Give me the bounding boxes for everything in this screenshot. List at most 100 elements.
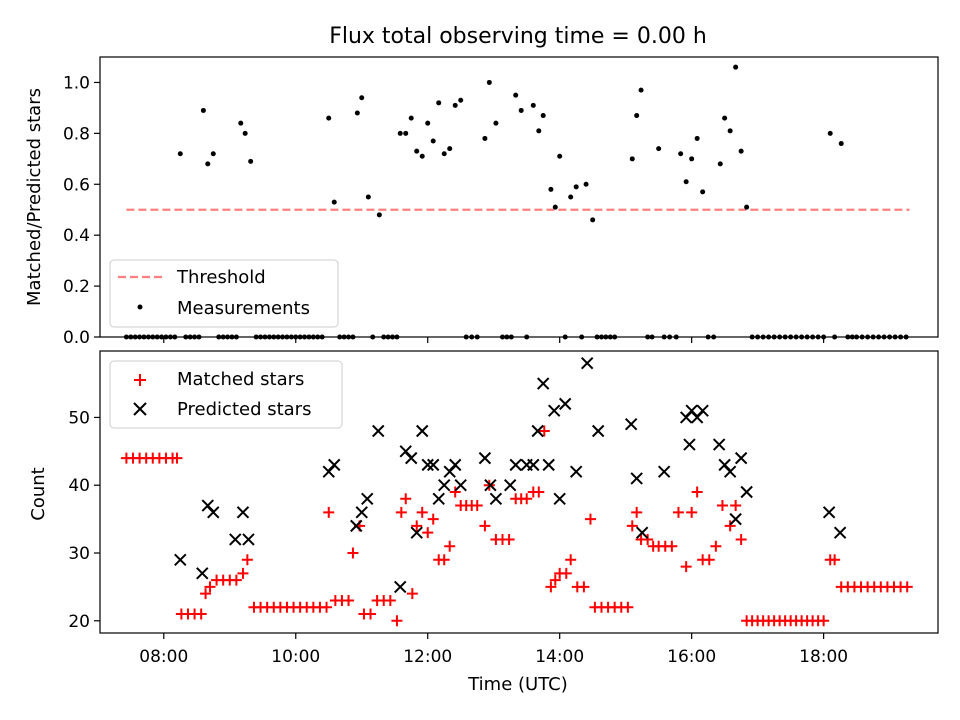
predicted-stars-point [242,533,255,546]
matched-stars-point [533,486,545,498]
bottom-xtick-label: 08:00 [139,647,188,667]
measurement-point [638,87,644,93]
matched-stars-point [549,574,561,586]
measurement-point [436,100,442,106]
top-ytick-label: 0.4 [63,226,90,246]
measurement-point [242,130,248,136]
measurement-point [248,158,254,164]
matched-stars-point [818,615,830,627]
predicted-stars-point [405,451,418,465]
matched-stars-point [400,493,412,505]
predicted-stars-point [683,438,696,451]
top-legend: Threshold Measurements [109,259,339,328]
measurement-point [733,64,739,70]
measurement-point [590,217,596,223]
predicted-stars-point [432,492,445,505]
predicted-stars-point [547,404,561,417]
measurement-point [552,204,558,210]
matched-stars-point [347,547,359,559]
matched-stars-point [631,506,643,518]
measurement-point [540,113,546,119]
matched-stars-point [438,554,450,566]
measurement-point [700,189,706,195]
bottom-legend-box [109,360,343,429]
matched-stars-point [343,594,355,606]
bottom-legend: Matched stars Predicted stars [109,360,343,429]
measurement-point [518,107,524,113]
predicted-stars-point [236,506,250,519]
legend-predicted-label: Predicted stars [177,399,311,420]
top-panel: 0.0 0.2 0.4 0.6 0.8 1.0 Matched/Predicted sta… [24,56,939,348]
matched-stars-point [416,506,428,518]
predicted-stars-point [624,418,638,431]
top-ytick-label: 0.8 [63,124,90,144]
matched-stars-point [195,608,207,620]
bottom-ytick-label: 20 [68,612,90,632]
predicted-stars-point [416,424,429,438]
measurement-point [694,135,700,141]
measurement-point [557,153,563,159]
measurement-point [727,128,733,134]
measurement-point [548,186,554,192]
measurement-point [205,161,211,167]
measurement-point [573,184,579,190]
measurement-point [331,199,337,205]
predicted-stars-point [372,424,385,438]
matched-stars-point [735,533,747,545]
matched-stars-point [241,554,253,566]
matched-stars-point [449,486,461,498]
predicted-stars-point [822,506,836,519]
matched-stars-point [230,574,242,586]
predicted-stars-point [196,567,209,580]
matched-stars-point [672,506,684,518]
measurement-point [354,110,360,116]
figure-title: Flux total observing time = 0.00 h [329,24,707,49]
predicted-stars-point [542,458,555,472]
top-ylabel: Matched/Predicted stars [24,88,45,306]
predicted-stars-point [696,404,709,417]
matched-stars-point [724,520,736,532]
matched-stars-point [901,581,913,593]
measurement-point [441,151,447,157]
legend-measurements-label: Measurements [177,298,310,319]
predicted-stars-point [503,479,517,492]
matched-stars-point [691,486,703,498]
predicted-stars-point [484,479,497,492]
top-ytick-label: 0.6 [63,175,90,195]
measurement-point [683,179,689,185]
matched-stars-point [538,425,550,437]
measurement-point [447,146,453,152]
top-axes-frame [99,56,939,338]
predicted-stars-point [449,458,462,472]
measurement-point [458,97,464,103]
bottom-axes-frame [99,350,939,634]
legend-predicted-swatch [133,402,147,416]
matched-stars-point [365,608,377,620]
matched-stars-point [584,513,596,525]
measurement-point [493,120,499,126]
bottom-xtick-label: 18:00 [799,647,848,667]
bottom-ytick-label: 40 [68,476,90,496]
matched-stars-point [545,581,557,593]
matched-stars-point [622,601,634,613]
legend-matched-swatch [134,374,146,386]
measurement-point [430,138,436,144]
predicted-stars-point [833,526,847,539]
matched-stars-point [171,452,183,464]
measurement-point [365,194,371,200]
matched-stars-point [680,561,692,573]
matched-stars-point [391,615,403,627]
matched-stars-point [626,520,638,532]
matched-stars-point [384,594,396,606]
predicted-stars-point [558,397,572,411]
predicted-stars-point [394,580,407,594]
bottom-xlabel: Time (UTC) [467,674,568,695]
predicted-stars-point [410,526,423,539]
predicted-stars-point [509,458,522,472]
bottom-ytick-label: 30 [68,544,90,564]
matched-stars-point [642,533,654,545]
predicted-stars-point [591,424,605,438]
measurement-point [678,151,684,157]
measurement-point [414,148,420,154]
